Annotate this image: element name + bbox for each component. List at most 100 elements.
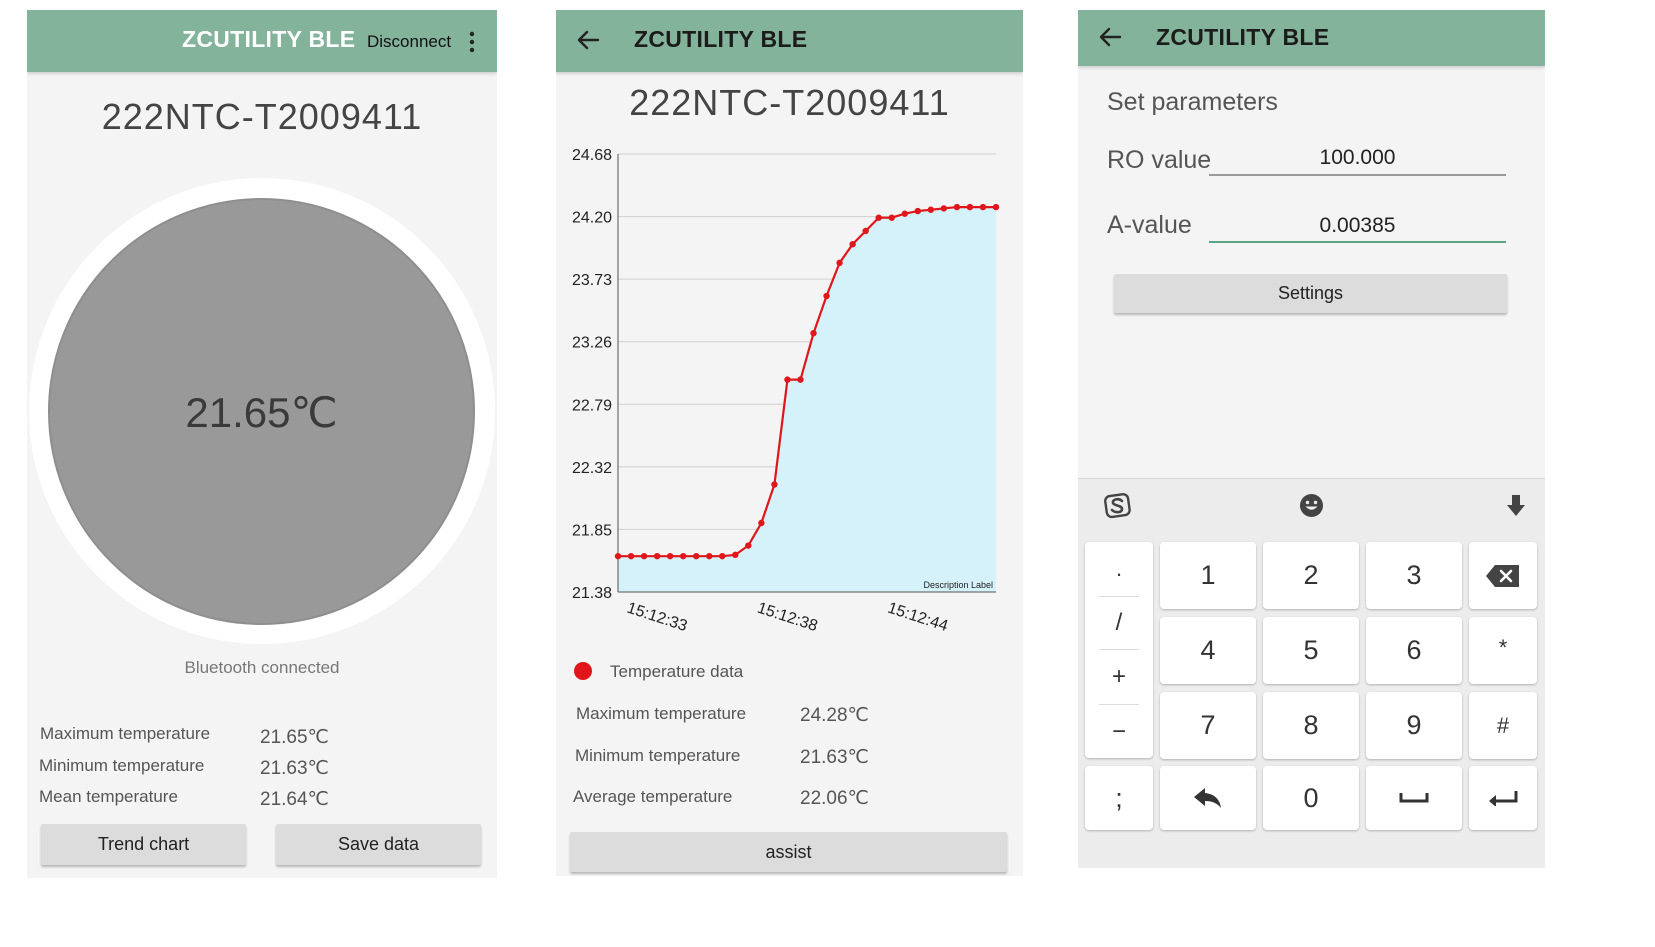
enter-icon — [1489, 791, 1518, 806]
data-point — [627, 552, 635, 560]
data-point — [653, 552, 661, 560]
stat-label-min: Minimum temperature — [575, 746, 741, 765]
stat-value-mean: 21.64℃ — [260, 789, 329, 810]
data-point — [823, 292, 830, 300]
symbol-column: . / + − — [1085, 542, 1153, 758]
data-point — [888, 214, 895, 221]
data-point — [914, 207, 921, 215]
ro-value-field[interactable]: 100.000 — [1209, 142, 1506, 176]
data-point — [953, 203, 961, 211]
enter-key[interactable] — [1469, 766, 1537, 830]
x-tick-label: 15:12:33 — [625, 600, 690, 635]
sogou-logo-icon[interactable] — [1104, 492, 1132, 520]
save-data-button[interactable]: Save data — [276, 824, 481, 865]
stat-value-max: 24.28℃ — [800, 705, 869, 726]
space-icon — [1399, 793, 1429, 803]
key-3[interactable]: 3 — [1366, 542, 1462, 609]
key-minus[interactable]: − — [1111, 717, 1126, 745]
trend-chart-button[interactable]: Trend chart — [41, 824, 246, 865]
key-plus[interactable]: + — [1111, 663, 1126, 690]
backspace-key[interactable] — [1469, 542, 1537, 609]
a-value-label: A-value — [1107, 211, 1192, 239]
device-name: 222NTC-T2009411 — [101, 96, 423, 137]
stat-value-min: 21.63℃ — [800, 747, 869, 768]
key-semicolon[interactable]: ; — [1085, 766, 1153, 830]
data-point — [732, 551, 739, 559]
data-point — [849, 241, 856, 248]
app-title: ZCUTILITY BLE — [634, 26, 808, 52]
y-tick-label: 23.73 — [572, 272, 612, 289]
key-6[interactable]: 6 — [1366, 617, 1462, 684]
app-bar: ZCUTILITY BLE — [556, 10, 1023, 72]
y-tick-label: 24.68 — [572, 147, 612, 164]
data-point — [784, 376, 791, 383]
data-point — [901, 210, 908, 217]
numeric-keyboard: . / + − ; 1 2 3 4 5 6 7 8 9 0 * # — [1078, 478, 1545, 868]
emoji-icon[interactable] — [1299, 493, 1324, 518]
y-tick-label: 24.20 — [572, 210, 612, 227]
key-8[interactable]: 8 — [1263, 692, 1359, 759]
a-value-field[interactable]: 0.00385 — [1209, 210, 1506, 243]
temperature-gauge — [48, 198, 475, 625]
data-point — [927, 206, 935, 213]
return-arrow-icon — [1194, 788, 1221, 808]
settings-screen: ZCUTILITY BLE Set parameters RO value 10… — [1078, 10, 1545, 868]
overflow-menu-icon[interactable] — [467, 30, 477, 54]
stat-label-avg: Average temperature — [573, 787, 733, 806]
settings-button[interactable]: Settings — [1114, 274, 1507, 313]
data-point — [614, 552, 622, 560]
data-point — [862, 227, 869, 235]
stat-label-max: Maximum temperature — [40, 724, 211, 743]
app-title: ZCUTILITY BLE — [1156, 24, 1330, 50]
x-tick-label: 15:12:44 — [885, 600, 950, 635]
data-point — [797, 376, 804, 383]
stat-label-max: Maximum temperature — [576, 704, 747, 723]
key-9[interactable]: 9 — [1366, 692, 1462, 759]
device-screen: ZCUTILITY BLE Disconnect 222NTC-T2009411… — [27, 10, 497, 878]
key-7[interactable]: 7 — [1160, 692, 1256, 759]
back-arrow-icon[interactable] — [1096, 24, 1124, 50]
key-asterisk[interactable]: * — [1469, 617, 1537, 684]
hide-keyboard-icon[interactable] — [1505, 493, 1527, 519]
data-point — [758, 519, 765, 527]
connection-status: Bluetooth connected — [184, 658, 340, 677]
y-tick-label: 21.85 — [572, 522, 612, 539]
description-label: Description Label — [923, 580, 993, 590]
key-slash[interactable]: / — [1115, 609, 1123, 636]
area-fill — [618, 207, 996, 592]
stat-label-min: Minimum temperature — [39, 756, 205, 775]
data-point — [666, 552, 674, 560]
current-temperature: 21.65℃ — [185, 389, 338, 436]
data-point — [979, 203, 987, 211]
device-name: 222NTC-T2009411 — [629, 82, 950, 123]
data-point — [992, 203, 1000, 211]
space-key[interactable] — [1366, 766, 1462, 830]
key-4[interactable]: 4 — [1160, 617, 1256, 684]
y-tick-label: 22.79 — [572, 397, 612, 414]
a-value-input[interactable]: 0.00385 — [1319, 214, 1396, 237]
legend-label: Temperature data — [610, 662, 744, 681]
app-title: ZCUTILITY BLE — [182, 26, 356, 52]
key-2[interactable]: 2 — [1263, 542, 1359, 609]
key-5[interactable]: 5 — [1263, 617, 1359, 684]
key-dot[interactable]: . — [1115, 556, 1123, 581]
legend-dot — [574, 662, 592, 680]
key-hash[interactable]: # — [1469, 692, 1537, 759]
stat-label-mean: Mean temperature — [39, 787, 178, 806]
key-1[interactable]: 1 — [1160, 542, 1256, 609]
disconnect-button[interactable]: Disconnect — [367, 32, 452, 51]
assist-button[interactable]: assist — [570, 832, 1007, 872]
data-point — [836, 259, 843, 267]
data-point — [706, 552, 713, 560]
app-bar: ZCUTILITY BLE — [1078, 10, 1545, 66]
back-arrow-icon[interactable] — [574, 27, 602, 53]
stat-value-avg: 22.06℃ — [800, 788, 869, 809]
stat-value-min: 21.63℃ — [260, 758, 329, 779]
ro-value-input[interactable]: 100.000 — [1319, 146, 1396, 169]
data-point — [693, 552, 700, 560]
stat-value-max: 21.65℃ — [260, 727, 329, 748]
return-key[interactable] — [1160, 766, 1256, 830]
key-0[interactable]: 0 — [1263, 766, 1359, 830]
data-point — [966, 203, 974, 211]
y-tick-label: 22.32 — [572, 460, 612, 477]
